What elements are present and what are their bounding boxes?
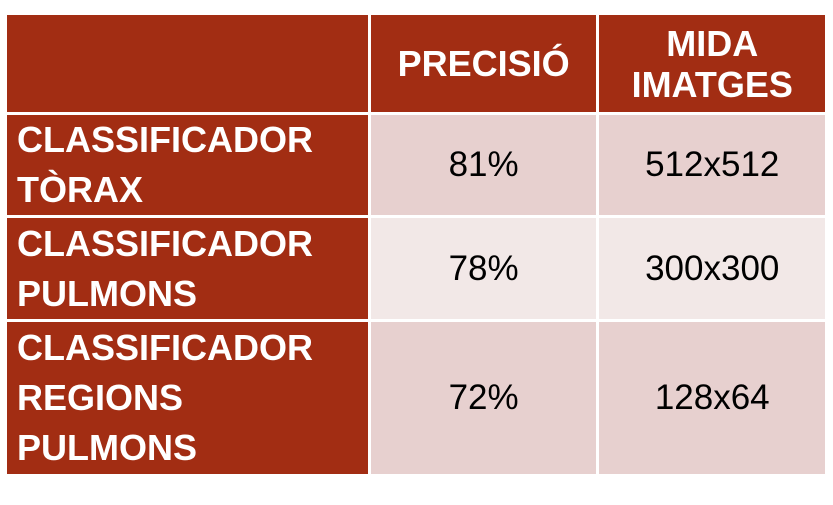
header-row: PRECISIÓ MIDA IMATGES [4,12,828,115]
image-size-header: MIDA IMATGES [596,12,828,115]
classifier-name: CLASSIFICADOR REGIONS PULMONS [4,319,371,477]
precision-value: 72% [367,319,600,477]
image-size-value: 512x512 [596,112,828,218]
classifier-name-line: TÒRAX [17,169,143,210]
classifier-name-line: CLASSIFICADOR [17,327,313,368]
image-size-value: 300x300 [596,215,828,322]
classifier-name: CLASSIFICADOR TÒRAX [4,112,371,218]
image-size-value: 128x64 [596,319,828,477]
classifier-name-line: REGIONS [17,377,184,418]
corner-cell [4,12,371,115]
image-size-header-line1: MIDA [666,22,759,64]
classifier-name-line: PULMONS [17,272,197,314]
classifier-name-line: PULMONS [17,427,197,468]
precision-value: 78% [367,215,600,322]
image-size-header-line2: IMATGES [631,63,793,105]
classifier-name: CLASSIFICADOR PULMONS [4,215,371,322]
table-row: CLASSIFICADOR TÒRAX 81% 512x512 [4,112,828,218]
table-row: CLASSIFICADOR PULMONS 78% 300x300 [4,215,828,322]
precision-header: PRECISIÓ [367,12,600,115]
results-table: PRECISIÓ MIDA IMATGES CLASSIFICADOR TÒRA… [4,12,828,477]
precision-value: 81% [367,112,600,218]
table-row: CLASSIFICADOR REGIONS PULMONS 72% 128x64 [4,319,828,477]
classifier-name-line: CLASSIFICADOR [17,119,313,160]
classifier-name-line: CLASSIFICADOR [17,222,313,264]
